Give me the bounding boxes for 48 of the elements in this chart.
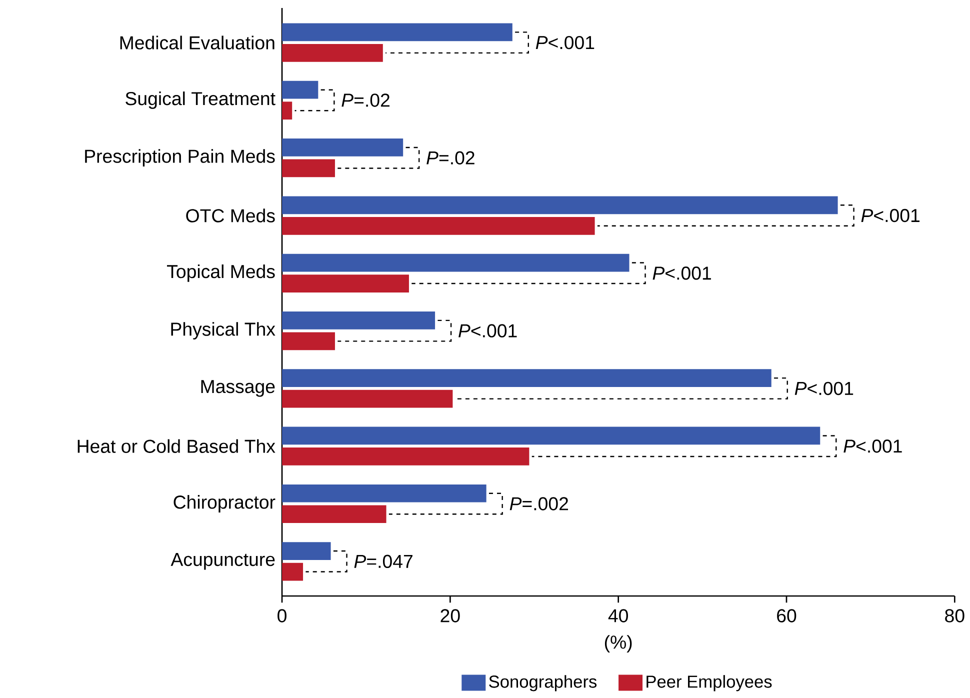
x-tick-label: 20 xyxy=(440,609,460,622)
x-tick-label: 0 xyxy=(278,609,286,622)
x-tick-label: 60 xyxy=(777,609,796,622)
bar xyxy=(282,216,595,235)
legend-label: Sonographers xyxy=(489,675,597,692)
y-tick-label: Topical Meds xyxy=(167,264,275,282)
bar xyxy=(282,562,304,581)
y-tick-label: Sugical Treatment xyxy=(126,92,276,109)
annotation: P<.001 xyxy=(652,266,711,280)
bar xyxy=(282,369,772,388)
y-tick-label: Medical Evaluation xyxy=(120,36,274,50)
x-axis-title: (%) xyxy=(604,635,632,652)
bar xyxy=(282,426,820,445)
annotation: P=.02 xyxy=(342,94,390,107)
y-tick-label: Massage xyxy=(201,380,275,397)
bar xyxy=(282,196,838,214)
annotation: P=.02 xyxy=(426,151,474,164)
bar xyxy=(282,332,335,350)
bar xyxy=(282,311,436,330)
y-tick-label: Acupuncture xyxy=(170,553,275,570)
x-tick-label: 80 xyxy=(945,609,964,622)
annotation: P<.001 xyxy=(861,208,920,222)
bar xyxy=(282,274,409,292)
bar xyxy=(282,80,318,99)
annotation: P=.002 xyxy=(510,497,568,510)
bar xyxy=(282,484,486,502)
bar xyxy=(282,102,292,120)
y-tick-label: Chiropractor xyxy=(174,495,276,512)
legend-label: Peer Employees xyxy=(646,675,772,692)
y-tick-label: Prescription Pain Meds xyxy=(85,149,275,167)
bar xyxy=(282,254,630,272)
annotation: P<.001 xyxy=(844,439,902,453)
annotation: P<.001 xyxy=(458,324,517,338)
bar xyxy=(282,542,331,560)
x-tick-label: 40 xyxy=(608,609,628,622)
bar xyxy=(282,390,453,408)
annotation: P<.001 xyxy=(794,382,854,396)
annotation: P=.047 xyxy=(354,554,412,568)
bar xyxy=(282,44,383,62)
y-tick-label: Physical Thx xyxy=(171,322,276,340)
annotation: P<.001 xyxy=(536,36,594,50)
y-tick-label: OTC Meds xyxy=(186,208,275,222)
y-tick-label: Heat or Cold Based Thx xyxy=(78,439,276,453)
bar xyxy=(282,159,335,178)
bar xyxy=(282,505,386,524)
bar xyxy=(282,448,530,466)
bar xyxy=(282,138,404,156)
bar xyxy=(282,23,512,42)
